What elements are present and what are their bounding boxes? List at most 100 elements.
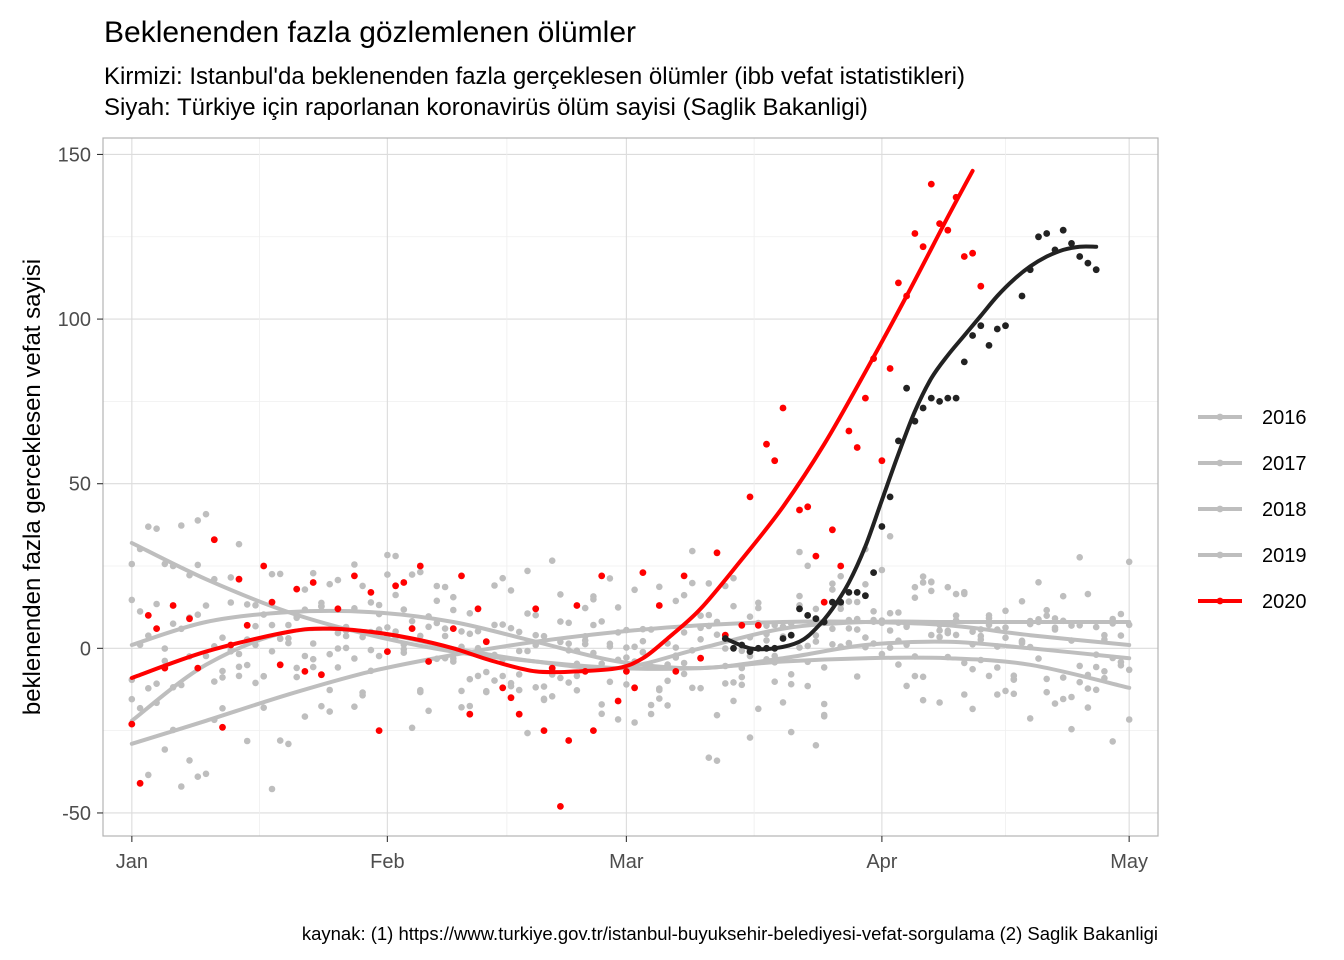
background-point xyxy=(1002,687,1009,695)
background-point xyxy=(985,612,993,619)
point-turkiye-covid xyxy=(960,358,968,366)
background-point xyxy=(219,667,226,675)
background-point xyxy=(1117,610,1125,618)
background-point xyxy=(1043,606,1050,614)
background-point xyxy=(1092,623,1100,631)
background-point xyxy=(755,705,762,713)
background-point xyxy=(829,625,836,633)
background-point xyxy=(952,631,960,639)
background-point xyxy=(837,572,844,580)
background-point xyxy=(985,672,993,680)
point-turkiye-covid xyxy=(1076,253,1084,260)
point-2020 xyxy=(754,621,762,629)
background-point xyxy=(1059,592,1067,600)
x-tick-label: Jan xyxy=(116,851,148,873)
background-point xyxy=(796,592,803,600)
background-point xyxy=(507,587,515,594)
background-point xyxy=(680,670,688,678)
background-point xyxy=(590,621,597,629)
background-point xyxy=(128,596,136,604)
background-point xyxy=(194,561,202,569)
point-2020 xyxy=(919,243,927,251)
background-point xyxy=(392,591,399,599)
background-point xyxy=(1076,554,1083,561)
background-point xyxy=(944,629,952,637)
point-2020 xyxy=(557,803,564,810)
background-point xyxy=(1010,690,1018,698)
background-point xyxy=(829,580,836,587)
background-point xyxy=(812,632,820,639)
background-point xyxy=(738,681,746,689)
background-point xyxy=(1043,675,1050,683)
point-turkiye-covid xyxy=(1043,230,1051,237)
chart-title: Beklenenden fazla gözlemlenen ölümler xyxy=(104,16,636,49)
background-point xyxy=(919,696,927,704)
background-point xyxy=(820,700,828,708)
x-tick-label: May xyxy=(1110,851,1148,873)
background-point xyxy=(1051,626,1059,633)
background-point xyxy=(367,646,375,654)
background-point xyxy=(1125,716,1133,723)
background-point xyxy=(186,757,193,764)
background-point xyxy=(878,566,886,574)
legend-key-point xyxy=(1216,551,1224,559)
background-point xyxy=(845,625,853,632)
legend-label: 2019 xyxy=(1262,545,1307,567)
point-2020 xyxy=(853,444,861,451)
background-point xyxy=(235,672,243,680)
background-point xyxy=(647,710,655,718)
background-point xyxy=(705,611,713,619)
point-2020 xyxy=(515,710,523,718)
background-point xyxy=(787,728,795,736)
background-point xyxy=(1035,579,1042,586)
point-turkiye-covid xyxy=(1084,259,1092,267)
point-2020 xyxy=(375,727,383,734)
background-point xyxy=(268,648,276,655)
point-turkiye-covid xyxy=(804,612,812,619)
point-2020 xyxy=(713,549,721,557)
point-turkiye-covid xyxy=(985,342,993,349)
background-point xyxy=(936,699,943,706)
background-point xyxy=(515,671,523,678)
background-point xyxy=(697,636,704,643)
background-point xyxy=(804,682,811,690)
point-2020 xyxy=(804,503,812,511)
background-point xyxy=(524,647,531,655)
point-2020 xyxy=(384,648,391,655)
background-point xyxy=(334,629,342,637)
background-point xyxy=(680,659,688,667)
point-2020 xyxy=(548,664,556,672)
point-2020 xyxy=(862,394,869,402)
point-turkiye-covid xyxy=(1068,240,1075,247)
point-turkiye-covid xyxy=(936,398,943,405)
background-point xyxy=(548,557,556,564)
background-point xyxy=(1002,624,1009,631)
background-point xyxy=(441,625,449,632)
background-point xyxy=(862,634,869,641)
background-point xyxy=(557,591,564,598)
point-2020 xyxy=(540,727,548,734)
background-point xyxy=(334,664,342,671)
background-point xyxy=(466,702,474,710)
background-point xyxy=(961,691,968,698)
point-turkiye-covid xyxy=(886,493,894,501)
background-point xyxy=(787,671,795,678)
background-point xyxy=(499,672,507,680)
background-point xyxy=(804,562,811,570)
background-point xyxy=(466,610,474,617)
background-point xyxy=(705,580,713,587)
point-2020 xyxy=(878,457,886,465)
background-point xyxy=(194,517,202,524)
background-point xyxy=(309,655,317,663)
point-2020 xyxy=(482,638,490,646)
background-point xyxy=(153,600,160,608)
background-point xyxy=(581,604,589,612)
legend-entry-2018: 2018 xyxy=(1198,499,1307,521)
background-point xyxy=(886,644,894,651)
background-point xyxy=(375,601,383,609)
background-point xyxy=(392,552,399,560)
point-2020 xyxy=(771,457,779,465)
background-point xyxy=(169,620,177,627)
background-point xyxy=(219,705,226,712)
point-2020 xyxy=(449,625,457,632)
